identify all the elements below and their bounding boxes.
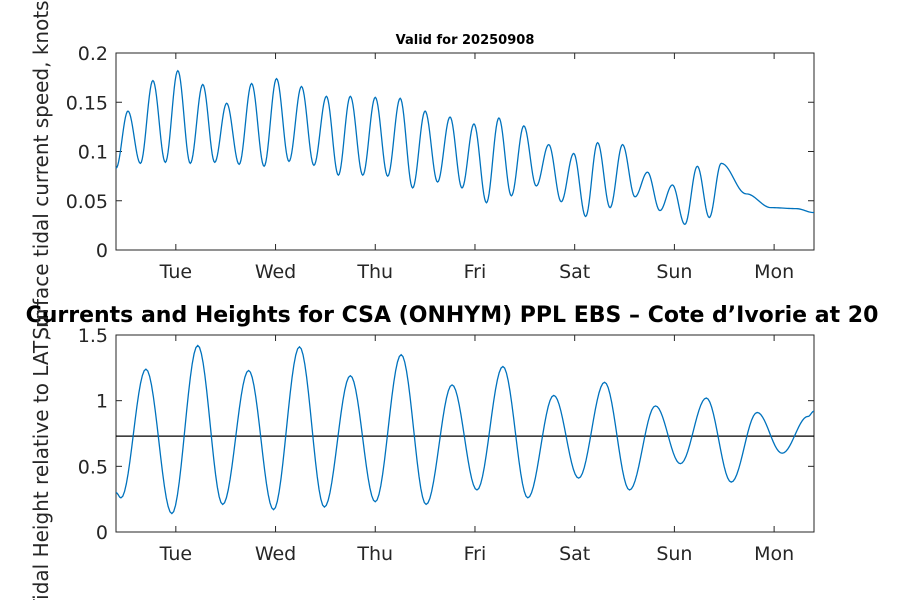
current-speed-chart: Valid for 20250908 Surface tidal current… xyxy=(29,0,815,340)
height-x-tick-label: Sat xyxy=(559,543,590,565)
tidal-height-series-line xyxy=(115,344,815,515)
current-x-tick-label: Thu xyxy=(356,261,393,283)
current-x-tick-label: Wed xyxy=(255,261,296,283)
current-y-tick-label: 0 xyxy=(96,240,108,262)
height-y-tick-label: 0.5 xyxy=(78,456,108,478)
height-y-tick-label: 1.5 xyxy=(78,325,108,347)
current-x-tick-label: Tue xyxy=(159,261,192,283)
current-chart-ylabel: Surface tidal current speed, knots xyxy=(29,0,53,339)
height-chart-title: Currents and Heights for CSA (ONHYM) PPL… xyxy=(26,303,879,328)
tidal-height-chart: Currents and Heights for CSA (ONHYM) PPL… xyxy=(26,303,879,600)
current-x-tick-label: Sat xyxy=(559,261,590,283)
current-chart-title: Valid for 20250908 xyxy=(396,33,535,48)
current-y-tick-label: 0.2 xyxy=(78,43,108,65)
height-y-tick-label: 1 xyxy=(96,391,108,413)
height-x-ticks: Tue Wed Thu Fri Sat Sun Mon xyxy=(159,335,794,565)
current-x-tick-label: Fri xyxy=(464,261,487,283)
height-x-tick-label: Fri xyxy=(464,543,487,565)
height-x-tick-label: Wed xyxy=(255,543,296,565)
current-x-ticks: Tue Wed Thu Fri Sat Sun Mon xyxy=(159,53,794,283)
current-x-tick-label: Mon xyxy=(754,261,794,283)
current-x-tick-label: Sun xyxy=(656,261,692,283)
height-y-ticks: 0 0.5 1 1.5 xyxy=(78,325,814,544)
current-y-tick-label: 0.05 xyxy=(66,191,108,213)
height-x-tick-label: Thu xyxy=(356,543,393,565)
height-x-tick-label: Tue xyxy=(159,543,192,565)
current-plot-area xyxy=(115,52,815,251)
height-chart-ylabel: Tidal Height relative to LAT, m xyxy=(29,309,53,600)
height-y-tick-label: 0 xyxy=(96,522,108,544)
height-x-tick-label: Sun xyxy=(656,543,692,565)
height-plot-area xyxy=(115,334,815,533)
current-y-tick-label: 0.1 xyxy=(78,142,108,164)
current-y-ticks: 0 0.05 0.1 0.15 0.2 xyxy=(66,43,814,262)
height-x-tick-label: Mon xyxy=(754,543,794,565)
current-speed-series-line xyxy=(115,69,815,226)
current-y-tick-label: 0.15 xyxy=(66,92,108,114)
